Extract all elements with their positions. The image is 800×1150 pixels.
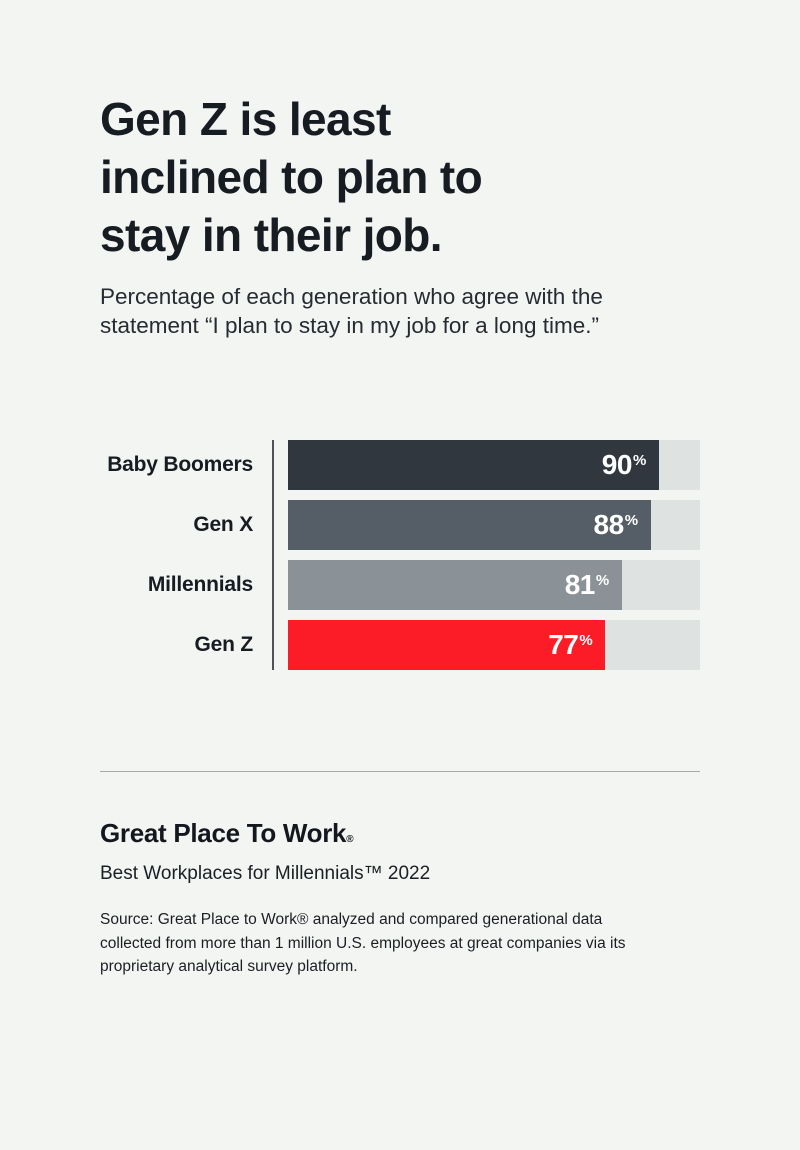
source-text: Source: Great Place to Work® analyzed an… bbox=[100, 908, 700, 979]
axis-line bbox=[272, 440, 274, 670]
bar-chart: Baby Boomers 90% Gen X 88% Millennials 8… bbox=[100, 440, 700, 670]
subtitle-line-2: statement “I plan to stay in my job for … bbox=[100, 313, 599, 338]
bar-fill: 81% bbox=[288, 560, 622, 610]
bar-value: 77% bbox=[548, 629, 605, 661]
bar-value: 90% bbox=[602, 449, 659, 481]
percent-sign: % bbox=[624, 512, 638, 529]
bar-track: 81% bbox=[288, 560, 700, 610]
chart-rows: Baby Boomers 90% Gen X 88% Millennials 8… bbox=[100, 440, 700, 670]
chart-row: Gen Z 77% bbox=[100, 620, 700, 670]
bar-value-number: 81 bbox=[564, 569, 596, 600]
chart-row: Gen X 88% bbox=[100, 500, 700, 550]
source-line-3: proprietary analytical survey platform. bbox=[100, 958, 358, 975]
bar-value-number: 77 bbox=[548, 629, 579, 660]
bar-label: Gen X bbox=[193, 513, 253, 536]
bar-label: Gen Z bbox=[194, 633, 253, 656]
title-line-2: inclined to plan to bbox=[100, 151, 483, 203]
footer: Great Place To Work® Best Workplaces for… bbox=[0, 818, 800, 979]
chart-subtitle: Percentage of each generation who agree … bbox=[100, 282, 700, 340]
infographic: Gen Z is least inclined to plan to stay … bbox=[0, 90, 800, 670]
bar-value: 88% bbox=[594, 509, 651, 541]
bar-track: 77% bbox=[288, 620, 700, 670]
registered-mark: ® bbox=[346, 834, 354, 845]
bar-track: 88% bbox=[288, 500, 700, 550]
bar-fill: 90% bbox=[288, 440, 659, 490]
bar-label: Baby Boomers bbox=[107, 453, 253, 476]
chart-row: Baby Boomers 90% bbox=[100, 440, 700, 490]
subtitle-line-1: Percentage of each generation who agree … bbox=[100, 284, 603, 309]
title-line-1: Gen Z is least bbox=[100, 93, 391, 145]
bar-fill: 88% bbox=[288, 500, 651, 550]
source-line-2: collected from more than 1 million U.S. … bbox=[100, 934, 626, 952]
percent-sign: % bbox=[632, 452, 646, 469]
chart-row: Millennials 81% bbox=[100, 560, 700, 610]
percent-sign: % bbox=[595, 572, 609, 589]
brand-name: Great Place To Work bbox=[100, 818, 347, 848]
bar-fill: 77% bbox=[288, 620, 606, 670]
award-subline: Best Workplaces for Millennials™ 2022 bbox=[100, 863, 431, 884]
title-line-3: stay in their job. bbox=[100, 209, 443, 261]
percent-sign: % bbox=[579, 632, 593, 649]
bar-value-number: 90 bbox=[601, 449, 633, 480]
divider bbox=[100, 771, 700, 772]
page-title: Gen Z is least inclined to plan to stay … bbox=[100, 90, 700, 264]
bar-value: 81% bbox=[565, 569, 622, 601]
brand-logo: Great Place To Work® bbox=[100, 818, 700, 855]
source-line-1: Source: Great Place to Work® analyzed an… bbox=[100, 911, 603, 928]
bar-track: 90% bbox=[288, 440, 700, 490]
bar-value-number: 88 bbox=[593, 509, 625, 540]
bar-label: Millennials bbox=[147, 573, 253, 596]
